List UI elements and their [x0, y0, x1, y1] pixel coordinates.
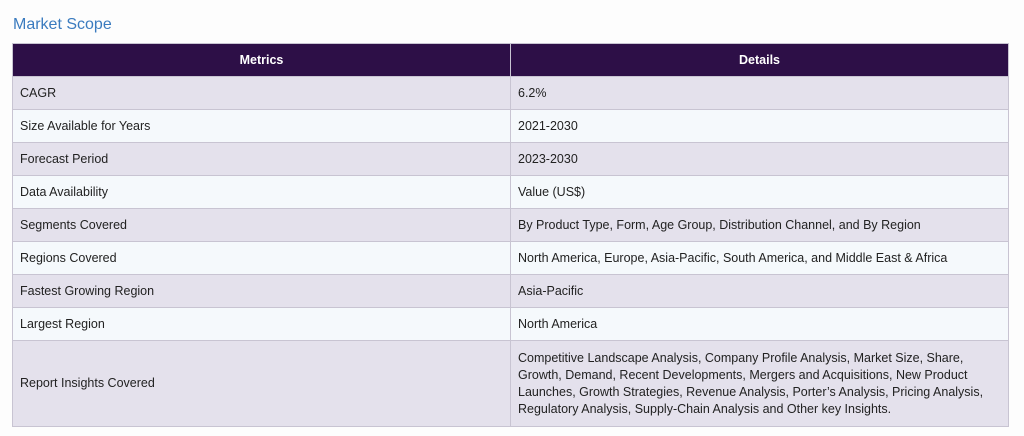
table-row: Data Availability Value (US$): [12, 175, 1009, 209]
market-scope-table: Metrics Details CAGR 6.2% Size Available…: [12, 43, 1009, 427]
detail-cell: 2023-2030: [510, 142, 1009, 176]
table-row: Size Available for Years 2021-2030: [12, 109, 1009, 143]
table-row: CAGR 6.2%: [12, 76, 1009, 110]
detail-cell: 6.2%: [510, 76, 1009, 110]
metric-cell: CAGR: [12, 76, 511, 110]
detail-cell: 2021-2030: [510, 109, 1009, 143]
table-row: Fastest Growing Region Asia-Pacific: [12, 274, 1009, 308]
section-title: Market Scope: [13, 16, 112, 33]
header-details: Details: [510, 43, 1009, 77]
table-header-row: Metrics Details: [12, 43, 1009, 77]
header-metrics: Metrics: [12, 43, 511, 77]
table-row: Forecast Period 2023-2030: [12, 142, 1009, 176]
table-row: Report Insights Covered Competitive Land…: [12, 340, 1009, 427]
detail-cell: Value (US$): [510, 175, 1009, 209]
metric-cell: Segments Covered: [12, 208, 511, 242]
metric-cell: Size Available for Years: [12, 109, 511, 143]
detail-cell: Asia-Pacific: [510, 274, 1009, 308]
detail-cell: Competitive Landscape Analysis, Company …: [510, 340, 1009, 427]
metric-cell: Forecast Period: [12, 142, 511, 176]
detail-cell: By Product Type, Form, Age Group, Distri…: [510, 208, 1009, 242]
detail-cell: North America: [510, 307, 1009, 341]
metric-cell: Largest Region: [12, 307, 511, 341]
table-row: Regions Covered North America, Europe, A…: [12, 241, 1009, 275]
detail-cell: North America, Europe, Asia-Pacific, Sou…: [510, 241, 1009, 275]
table-row: Largest Region North America: [12, 307, 1009, 341]
table-row: Segments Covered By Product Type, Form, …: [12, 208, 1009, 242]
metric-cell: Regions Covered: [12, 241, 511, 275]
metric-cell: Data Availability: [12, 175, 511, 209]
metric-cell: Report Insights Covered: [12, 340, 511, 427]
metric-cell: Fastest Growing Region: [12, 274, 511, 308]
